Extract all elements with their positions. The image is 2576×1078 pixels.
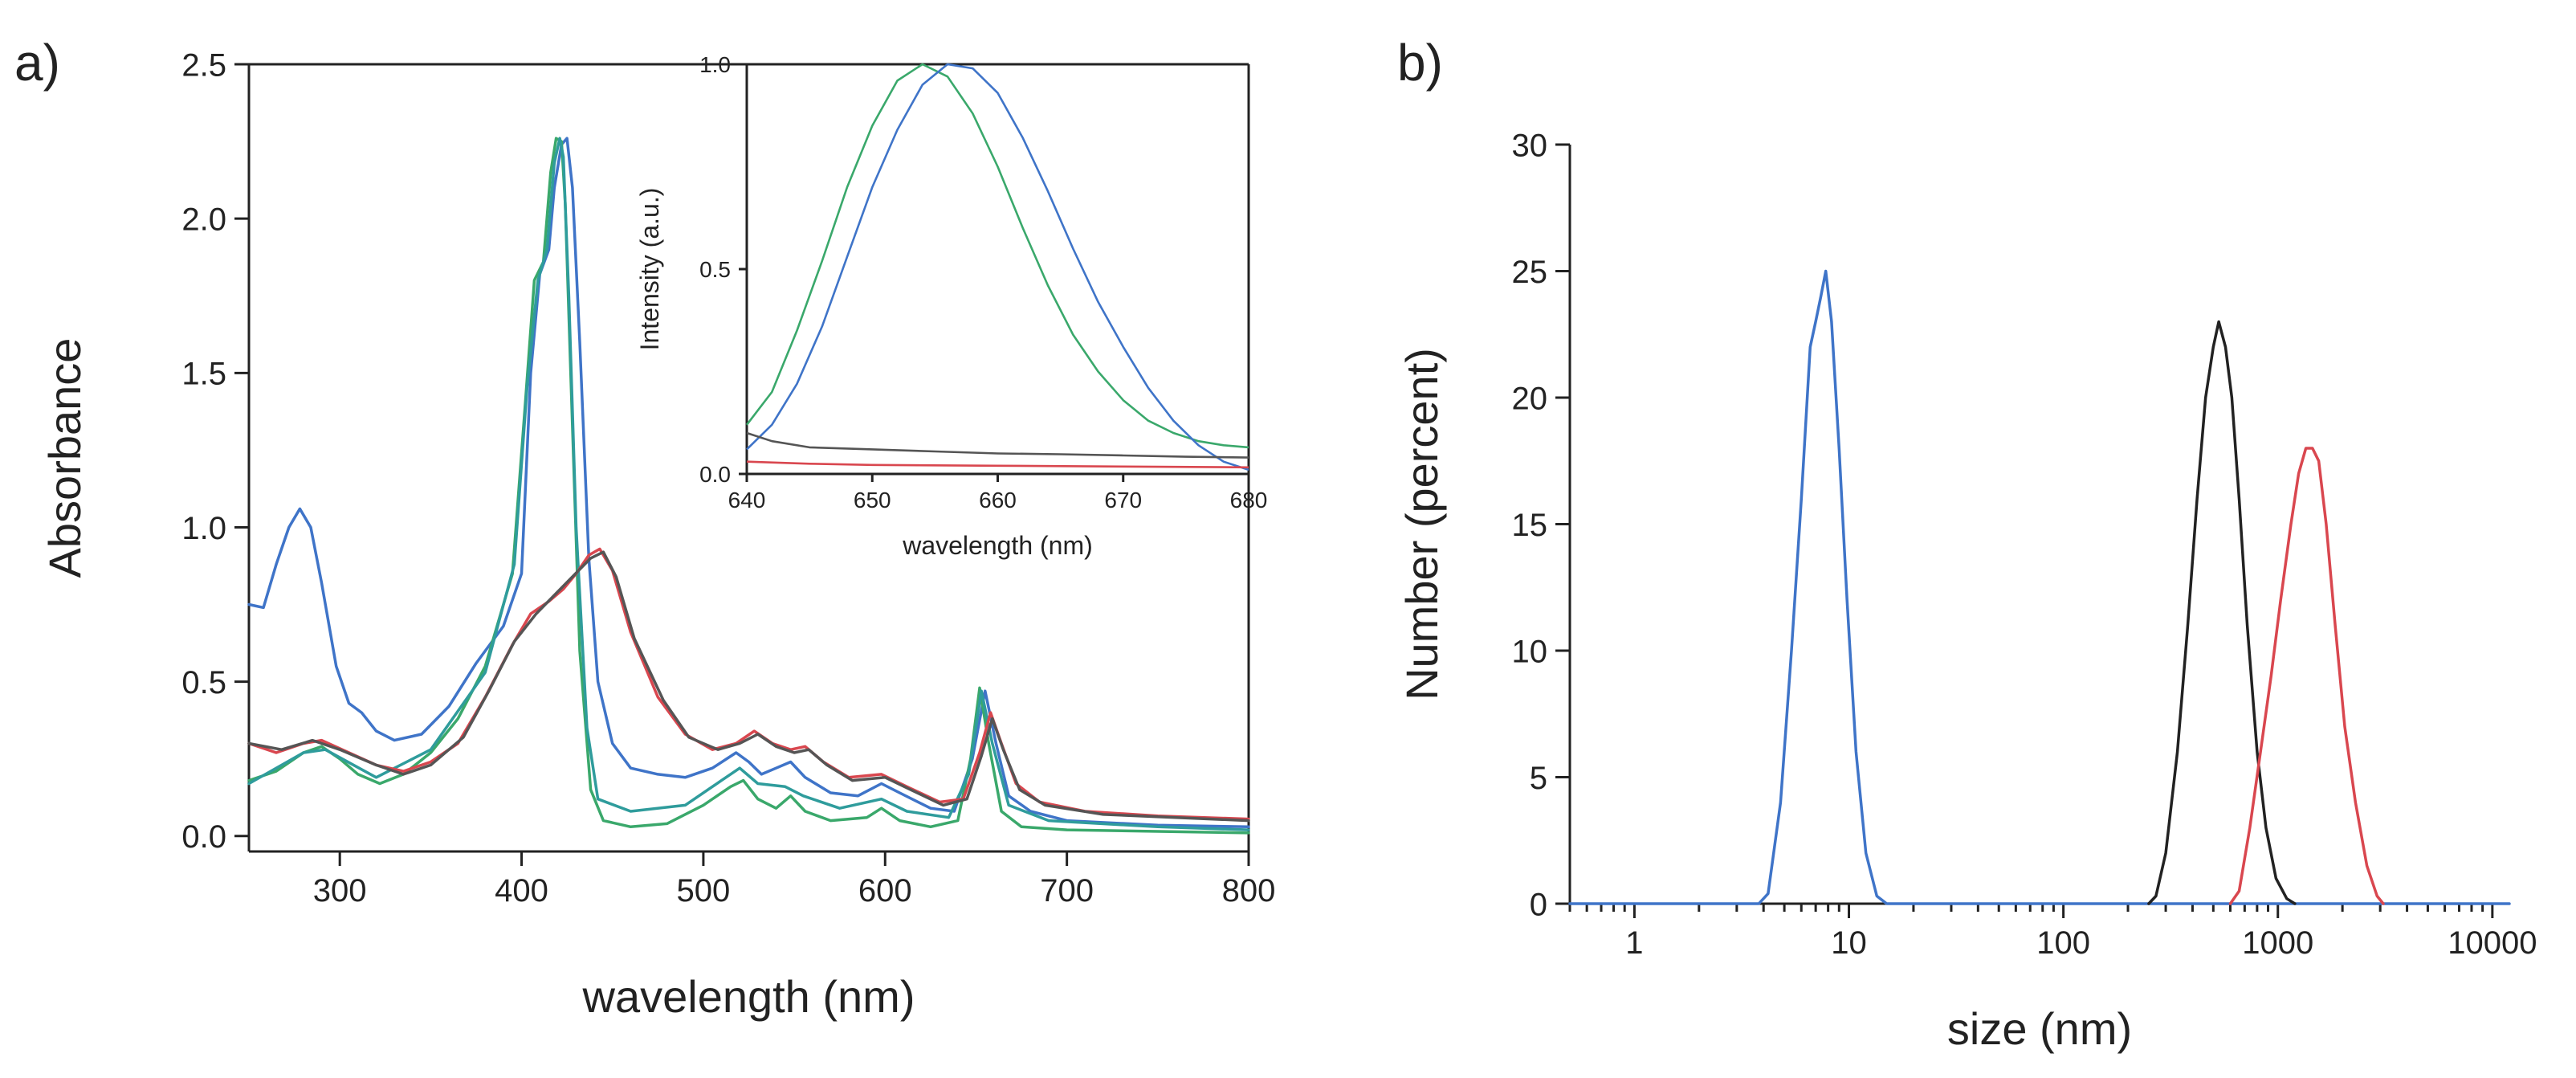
x-tick-label: 10 [1831,925,1867,961]
y-tick-label: 15 [1512,508,1548,543]
x-tick-label: 10000 [2448,925,2537,961]
x-axis-label: wavelength (nm) [902,531,1093,560]
x-tick-label: 650 [854,488,891,512]
series-line-teal [247,137,1250,831]
x-tick-label: 600 [858,873,912,909]
y-tick-label: 0.0 [181,819,226,855]
x-tick-label: 1000 [2242,925,2313,961]
x-tick-label: 800 [1222,873,1276,909]
chart-absorbance: 300 400 500 600 700 800 0.0 0.5 1.0 1.5 2.0 2.5 wave… [39,47,1275,1022]
series-line-blue [746,63,1249,472]
series-line-gray [746,431,1249,459]
series-line-green [745,63,1249,449]
y-axis-label: Number (percent) [1396,348,1447,700]
x-tick-label: 1 [1625,925,1643,961]
x-axis-label: size (nm) [1947,1003,2132,1054]
chart-size-distribution: 1 10 100 1000 10000 0 5 10 15 20 25 30 size (nm) Numb… [1396,128,2537,1054]
y-tick-label: 1.0 [181,511,226,546]
x-tick-label: 670 [1104,488,1142,512]
y-tick-label: 1.5 [181,357,226,392]
series-line-red [746,460,1249,469]
y-tick-label: 30 [1512,128,1548,163]
y-tick-label: 2.0 [181,202,226,238]
y-tick-label: 25 [1512,255,1548,290]
y-tick-label: 0.0 [699,462,731,487]
x-tick-label: 300 [313,873,367,909]
x-tick-label: 640 [728,488,766,512]
x-tick-label: 100 [2036,925,2090,961]
series-line-green [247,137,1250,835]
series-line-red [2228,447,2385,905]
x-tick-label: 700 [1040,873,1094,909]
panel-label-b: b) [1397,34,1443,92]
y-tick-label: 10 [1512,634,1548,669]
panel-label-a: a) [14,34,60,92]
x-tick-label: 400 [495,873,548,909]
y-tick-label: 0.5 [699,257,731,282]
y-tick-label: 0 [1530,887,1547,922]
chart-inset-intensity: 640 650 660 670 680 0.0 0.5 1.0 wavelength (nm) I… [635,52,1267,560]
series-line-blue [247,137,1250,829]
y-tick-label: 20 [1512,381,1548,416]
x-tick-label: 500 [677,873,731,909]
y-tick-label: 1.0 [699,52,731,77]
series-line-black [2147,320,2297,905]
y-tick-label: 5 [1530,761,1547,796]
y-axis-label: Absorbance [39,338,90,578]
series-line-blue [1568,269,2511,905]
y-tick-label: 2.5 [181,47,226,83]
x-tick-label: 680 [1230,488,1268,512]
y-axis-label: Intensity (a.u.) [635,188,664,351]
series-line-gray [247,550,1250,823]
x-axis-label: wavelength (nm) [582,971,915,1022]
y-tick-label: 0.5 [181,665,226,700]
x-tick-label: 660 [979,488,1017,512]
series-line-red [247,547,1250,821]
